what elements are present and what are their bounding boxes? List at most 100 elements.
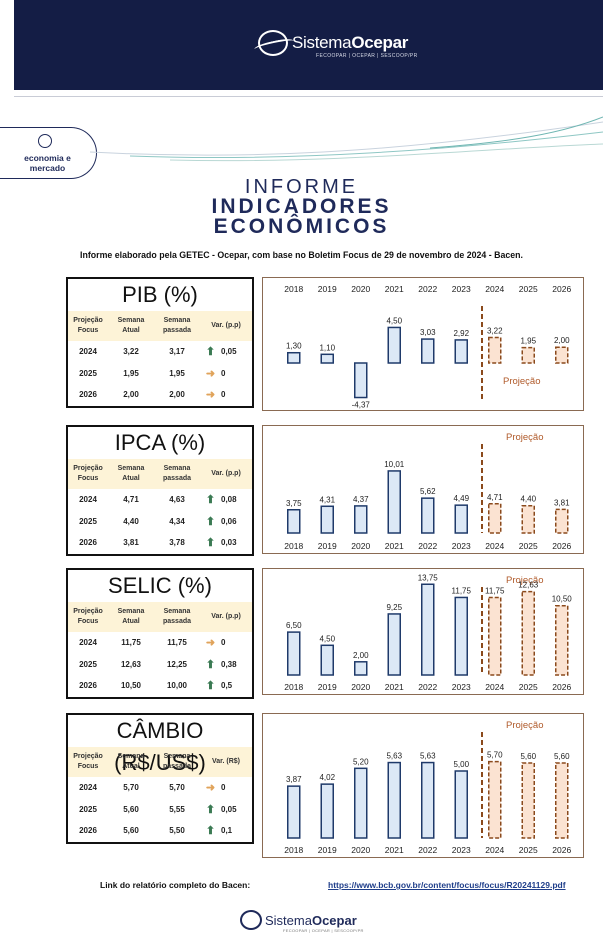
bar-value-label: 5,62 bbox=[420, 487, 436, 496]
projection-bar bbox=[521, 346, 535, 364]
year-tick-label: 2026 bbox=[552, 541, 571, 551]
table-header: Projeção Focus Semana Atual Semana passada Var… bbox=[68, 602, 252, 632]
arrow-right-icon: ➜ bbox=[205, 782, 216, 795]
year-tick-label: 2021 bbox=[385, 845, 404, 855]
year-tick-label: 2018 bbox=[284, 284, 303, 294]
year-tick-label: 2024 bbox=[485, 284, 504, 294]
year-tick-label: 2026 bbox=[552, 284, 571, 294]
bar-value-label: 12,63 bbox=[518, 581, 539, 590]
year-tick-label: 2022 bbox=[418, 845, 437, 855]
bacen-report-link[interactable]: https://www.bcb.gov.br/content/focus/foc… bbox=[328, 880, 566, 890]
historical-bar bbox=[320, 783, 334, 839]
bar-value-label: 5,60 bbox=[554, 752, 570, 761]
table-row: 2025 12,63 12,25 ⬆ 0,38 bbox=[68, 654, 252, 676]
table-row: 2024 3,22 3,17 ⬆ 0,05 bbox=[68, 341, 252, 363]
ocepar-logo-icon bbox=[258, 30, 288, 56]
projection-bar bbox=[488, 760, 502, 839]
bar-value-label: 3,03 bbox=[420, 328, 436, 337]
row-semana-atual: 5,70 bbox=[123, 783, 139, 793]
arrow-up-icon: ⬆ bbox=[205, 803, 216, 816]
table-row: 2025 4,40 4,34 ⬆ 0,06 bbox=[68, 511, 252, 533]
projection-label: Projeção bbox=[506, 432, 544, 443]
bar-value-label: 2,00 bbox=[554, 336, 570, 345]
row-variation: 0 bbox=[221, 390, 226, 400]
row-variation: 0,5 bbox=[221, 681, 233, 691]
row-variation: 0,05 bbox=[221, 804, 237, 814]
row-year: 2024 bbox=[79, 783, 97, 793]
ocepar-logo-icon bbox=[240, 910, 262, 930]
row-year: 2025 bbox=[79, 368, 97, 378]
projection-bar bbox=[555, 508, 569, 534]
indicator-table: SELIC (%) Projeção Focus Semana Atual Semana p… bbox=[66, 568, 254, 699]
bar-value-label: 1,95 bbox=[520, 337, 536, 346]
brand-logo: SistemaOcepar bbox=[258, 30, 408, 56]
projection-bar bbox=[555, 762, 569, 839]
table-header: Projeção Focus Semana Atual Semana passada Var… bbox=[68, 747, 252, 777]
bar-value-label: 1,30 bbox=[286, 342, 302, 351]
projection-label: Projeção bbox=[503, 376, 541, 387]
footer-brand-subtitle: FECOOPAR | OCEPAR | SESCOOP/PR bbox=[283, 928, 364, 933]
row-semana-atual: 2,00 bbox=[123, 390, 139, 400]
badge-line1: economia e bbox=[24, 153, 71, 163]
row-variation: 0 bbox=[221, 783, 226, 793]
year-tick-label: 2018 bbox=[284, 682, 303, 692]
table-row: 2025 1,95 1,95 ➜ 0 bbox=[68, 363, 252, 385]
year-tick-label: 2020 bbox=[351, 541, 370, 551]
bar-value-label: 5,63 bbox=[420, 752, 436, 761]
year-tick-label: 2022 bbox=[418, 541, 437, 551]
row-year: 2025 bbox=[79, 804, 97, 814]
bar-value-label: 5,63 bbox=[386, 752, 402, 761]
table-header: Projeção Focus Semana Atual Semana passada Var… bbox=[68, 459, 252, 489]
row-year: 2024 bbox=[79, 495, 97, 505]
year-tick-label: 2025 bbox=[519, 541, 538, 551]
projection-bar bbox=[555, 604, 569, 676]
year-tick-label: 2025 bbox=[519, 845, 538, 855]
globe-icon bbox=[38, 134, 52, 148]
projection-label: Projeção bbox=[506, 575, 544, 586]
historical-bar bbox=[421, 497, 435, 534]
historical-bar bbox=[454, 770, 468, 839]
row-year: 2025 bbox=[79, 659, 97, 669]
historical-bar bbox=[287, 631, 301, 676]
row-variation: 0 bbox=[221, 638, 226, 648]
bar-value-label: 3,87 bbox=[286, 775, 302, 784]
indicator-chart: Projeção 6,50 2018 4,50 2019 2,00 2020 9,25 2021… bbox=[262, 568, 584, 695]
bar-value-label: 5,60 bbox=[520, 752, 536, 761]
row-semana-passada: 5,55 bbox=[169, 804, 185, 814]
title-indicadores: INDICADORES ECONÔMICOS bbox=[211, 195, 392, 238]
row-semana-passada: 3,78 bbox=[169, 538, 185, 548]
historical-bar bbox=[320, 505, 334, 534]
table-row: 2026 3,81 3,78 ⬆ 0,03 bbox=[68, 532, 252, 554]
year-tick-label: 2018 bbox=[284, 845, 303, 855]
year-tick-label: 2024 bbox=[485, 682, 504, 692]
year-tick-label: 2026 bbox=[552, 845, 571, 855]
year-tick-label: 2021 bbox=[385, 682, 404, 692]
bar-value-label: 5,70 bbox=[487, 751, 503, 760]
row-semana-passada: 5,70 bbox=[169, 783, 185, 793]
row-variation: 0,1 bbox=[221, 826, 233, 836]
year-tick-label: 2019 bbox=[318, 284, 337, 294]
row-semana-passada: 4,63 bbox=[169, 495, 185, 505]
historical-bar bbox=[387, 613, 401, 676]
arrow-right-icon: ➜ bbox=[205, 389, 216, 402]
year-tick-label: 2026 bbox=[552, 682, 571, 692]
row-semana-atual: 11,75 bbox=[121, 638, 141, 648]
year-tick-label: 2020 bbox=[351, 284, 370, 294]
row-semana-atual: 3,81 bbox=[123, 538, 139, 548]
bar-value-label: 9,25 bbox=[386, 603, 402, 612]
table-row: 2025 5,60 5,55 ⬆ 0,05 bbox=[68, 799, 252, 821]
table-row: 2024 11,75 11,75 ➜ 0 bbox=[68, 632, 252, 654]
bar-value-label: 10,01 bbox=[384, 460, 405, 469]
bar-value-label: 4,37 bbox=[353, 495, 369, 504]
projection-bar bbox=[488, 336, 502, 364]
historical-bar bbox=[387, 326, 401, 364]
footer-label: Link do relatório completo do Bacen: bbox=[100, 880, 251, 890]
bar-value-label: 11,75 bbox=[485, 586, 505, 595]
row-semana-atual: 4,40 bbox=[123, 516, 139, 526]
decorative-swoosh bbox=[90, 116, 603, 162]
year-tick-label: 2020 bbox=[351, 682, 370, 692]
row-year: 2026 bbox=[79, 826, 97, 836]
projection-bar bbox=[488, 596, 502, 676]
footer-logo: SistemaOcepar bbox=[240, 910, 357, 930]
chart-svg: Projeção 1,30 2018 1,10 2019 -4,37 2020 4,50 202… bbox=[284, 284, 571, 410]
